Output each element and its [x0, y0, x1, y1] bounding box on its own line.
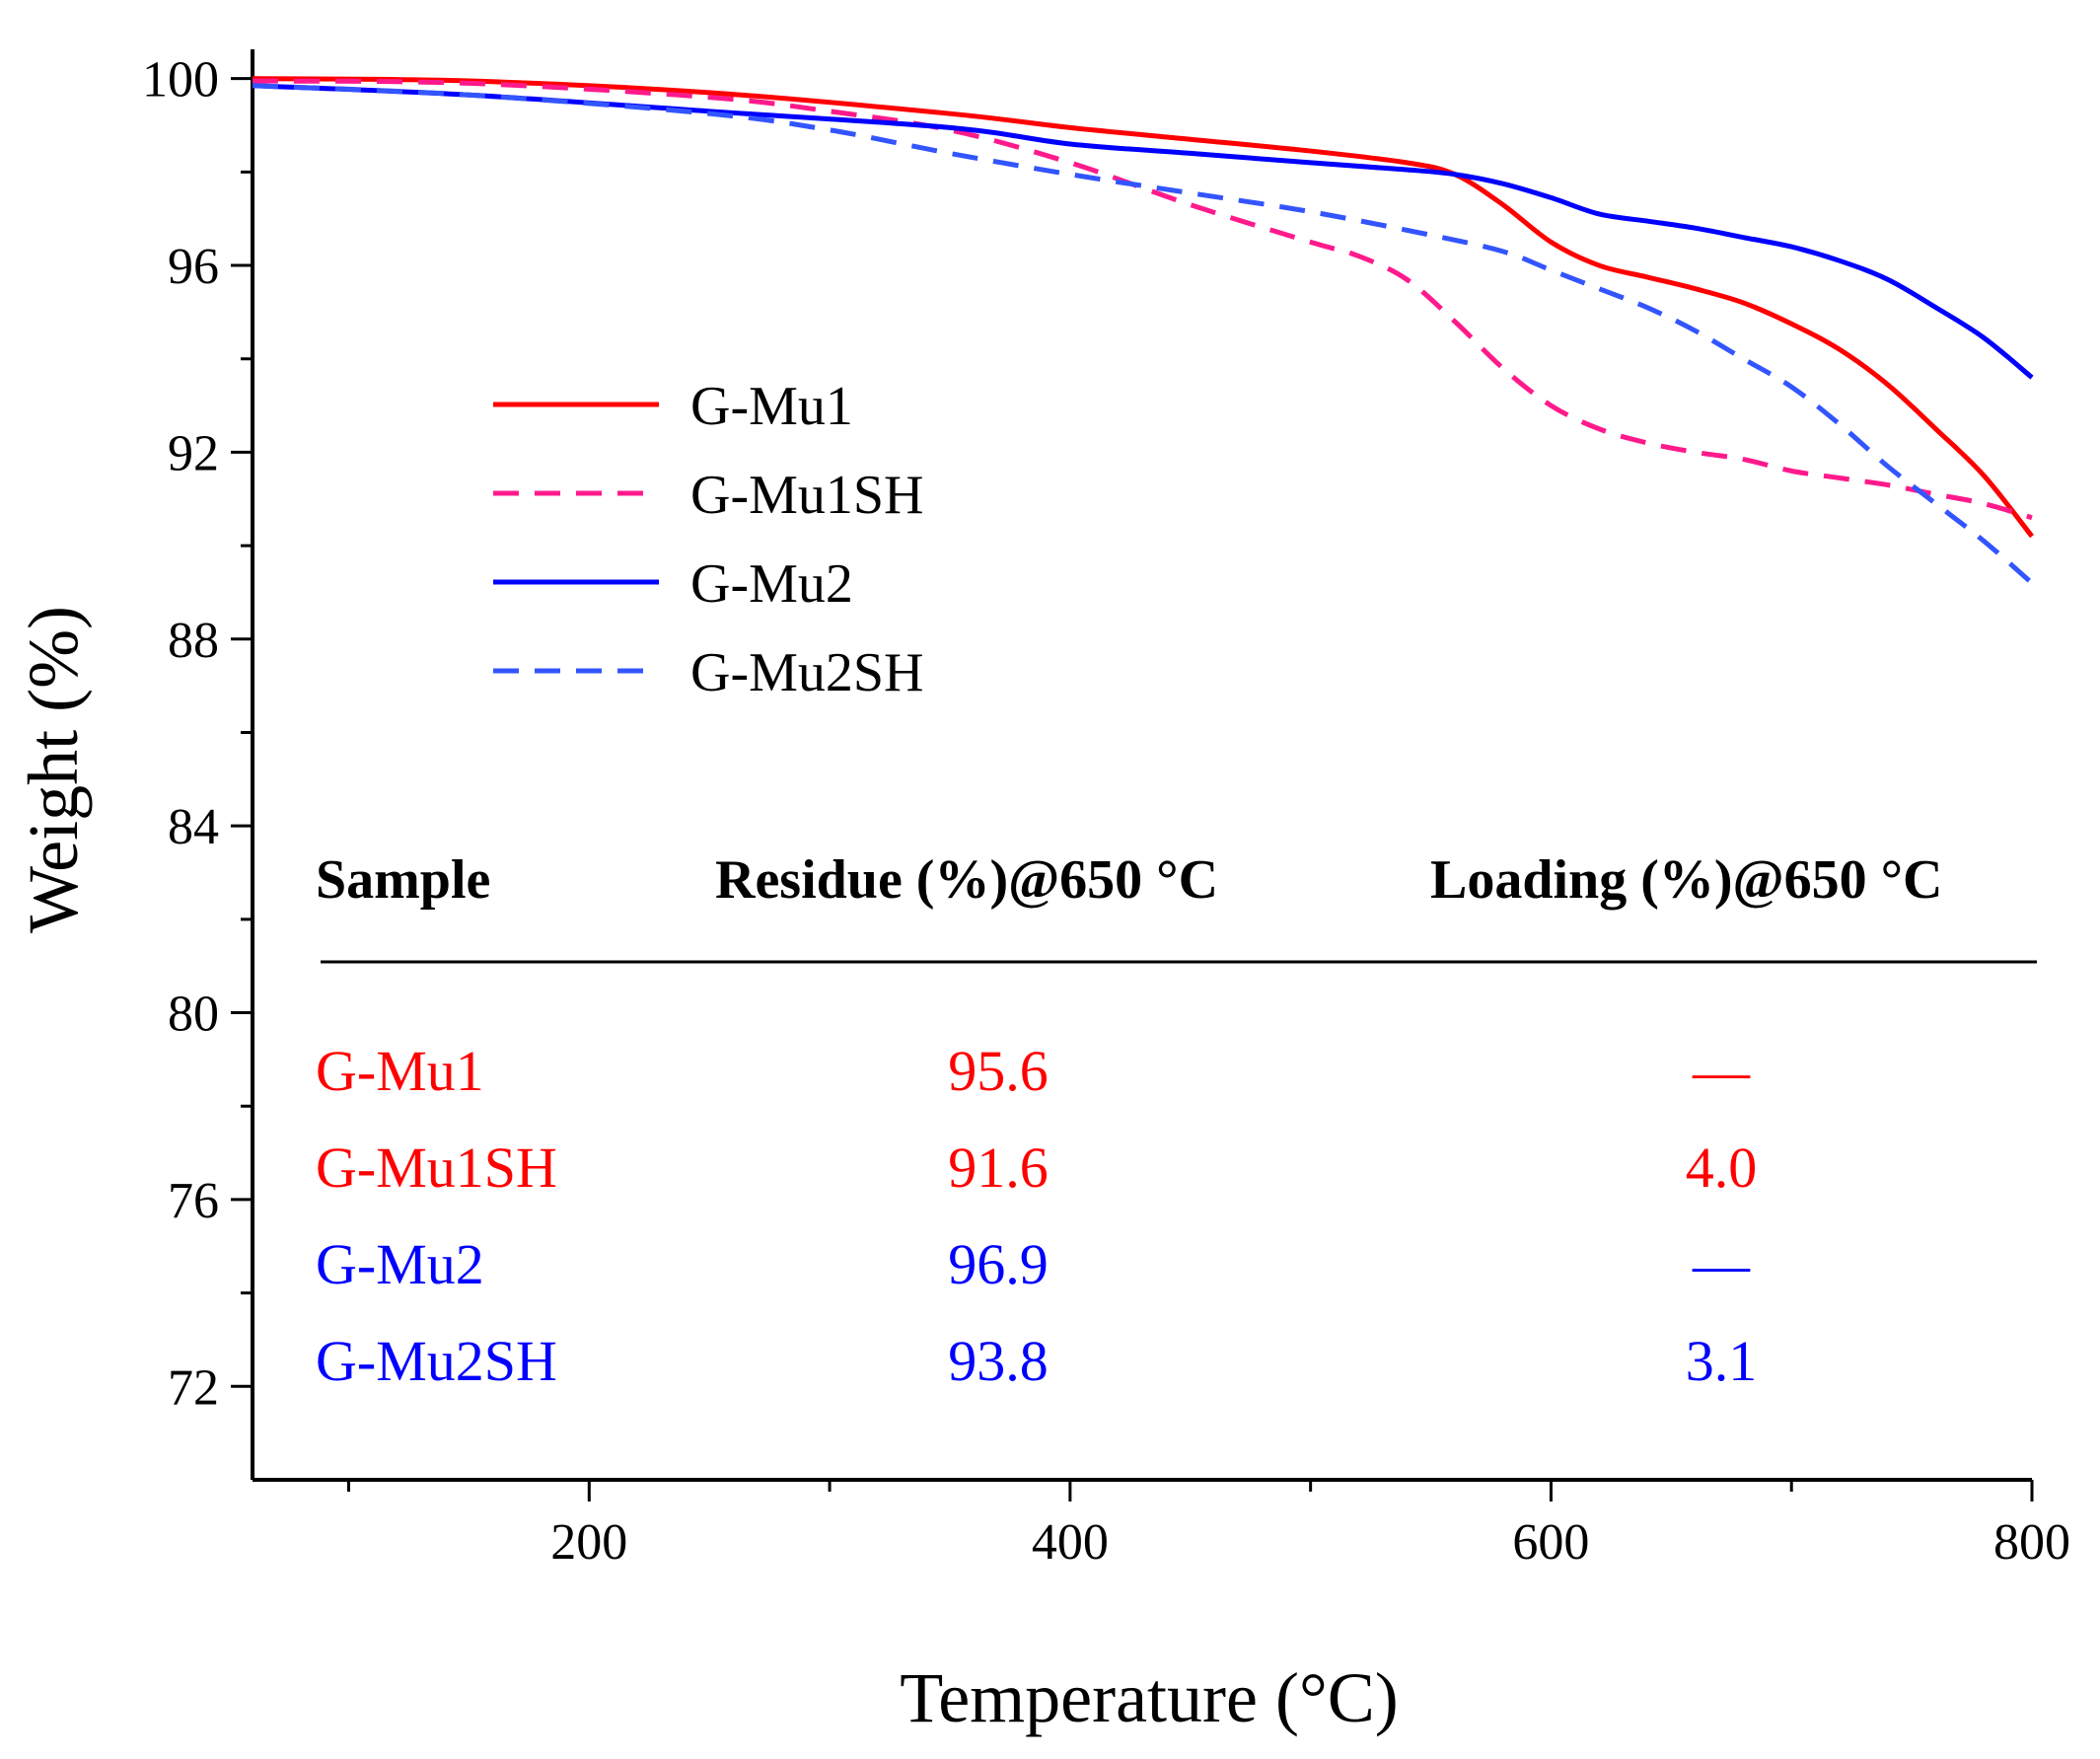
series-line-g-mu1: [252, 76, 2034, 539]
legend-label-g-mu1sh: G-Mu1SH: [690, 465, 923, 526]
x-tick-label: 600: [1512, 1514, 1589, 1571]
y-tick-label: 92: [168, 425, 219, 481]
table-cell-loading: 3.1: [1686, 1329, 1758, 1393]
table-cell-sample: G-Mu2: [316, 1232, 484, 1296]
x-tick-label: 400: [1032, 1514, 1109, 1571]
table-cell-loading: —: [1692, 1039, 1751, 1103]
table-header-cell: Residue (%)@650 °C: [715, 849, 1218, 911]
table-cell-sample: G-Mu2SH: [316, 1329, 557, 1393]
x-axis-title: Temperature (°C): [900, 1658, 1399, 1737]
table-cell-residue: 91.6: [948, 1136, 1049, 1200]
series-line-g-mu1sh: [252, 78, 2033, 521]
axes: 200 400 600 800 72 76 80 84 88 92 96 100: [142, 49, 2070, 1571]
table-cell-sample: G-Mu1: [316, 1039, 484, 1103]
table-cell-residue: 95.6: [948, 1039, 1049, 1103]
y-tick-label: 84: [168, 799, 219, 855]
table-header-cell: Sample: [316, 849, 490, 911]
legend-label-g-mu2sh: G-Mu2SH: [690, 642, 923, 703]
legend-label-g-mu1: G-Mu1: [690, 376, 853, 437]
table-cell-residue: 93.8: [948, 1329, 1049, 1393]
legend-label-g-mu2: G-Mu2: [690, 553, 853, 615]
table-cell-residue: 96.9: [948, 1232, 1049, 1296]
table-cell-loading: 4.0: [1686, 1136, 1758, 1200]
x-tick-label: 800: [1993, 1514, 2070, 1571]
series-lines: [252, 76, 2034, 585]
y-tick-label: 100: [142, 52, 219, 109]
legend: G-Mu1 G-Mu1SH G-Mu2 G-Mu2SH: [493, 376, 923, 703]
y-tick-label: 72: [168, 1359, 219, 1416]
table-cell-loading: —: [1692, 1232, 1751, 1296]
x-tick-label: 200: [550, 1514, 627, 1571]
y-tick-label: 88: [168, 613, 219, 669]
y-axis-title: Weight (%): [14, 606, 93, 933]
table-header-cell: Loading (%)@650 °C: [1430, 849, 1942, 911]
y-tick-label: 76: [168, 1173, 219, 1229]
series-line-g-mu2sh: [252, 83, 2034, 585]
y-tick-label: 96: [168, 239, 219, 295]
table-cell-sample: G-Mu1SH: [316, 1136, 557, 1200]
y-tick-label: 80: [168, 987, 219, 1043]
results-table: Sample Residue (%)@650 °C Loading (%)@650 …: [316, 849, 2037, 1393]
series-line-g-mu2: [252, 83, 2034, 380]
